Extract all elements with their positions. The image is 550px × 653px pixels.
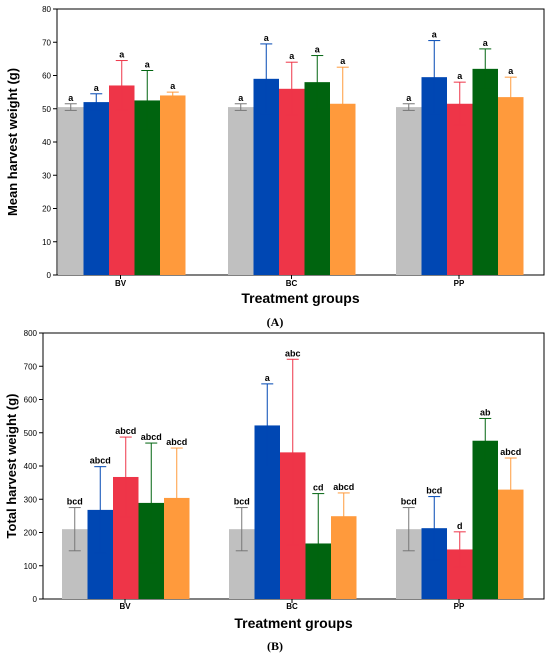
y-tick-label: 100 [24,562,38,571]
y-tick-label: 70 [42,38,51,47]
y-tick-label: 10 [42,238,51,247]
significance-label: a [483,38,489,48]
bar [109,85,135,275]
x-axis-title: Treatment groups [234,615,352,631]
significance-label: a [170,81,176,91]
significance-label: a [508,66,514,76]
significance-label: a [119,50,125,60]
significance-label: abcd [141,432,162,442]
significance-label: ab [480,407,491,417]
bar [396,107,422,276]
bar [472,440,498,599]
bar [160,95,186,275]
significance-label: a [432,30,438,40]
significance-label: a [289,51,295,61]
y-tick-label: 600 [24,396,38,405]
significance-label: abc [285,348,301,358]
significance-label: a [457,71,463,81]
y-tick-label: 700 [24,362,38,371]
significance-label: abcd [166,437,187,447]
significance-label: abcd [500,447,521,457]
significance-label: a [238,93,244,103]
y-axis-title: Total harvest weight (g) [4,394,19,539]
y-tick-label: 300 [24,495,38,504]
significance-label: a [340,56,346,66]
panel-label: (B) [267,639,283,653]
significance-label: d [457,521,463,531]
y-tick-label: 40 [42,138,51,147]
significance-label: a [315,45,321,55]
significance-label: bcd [67,497,83,507]
significance-label: a [406,93,412,103]
y-tick-label: 0 [33,595,38,604]
y-tick-label: 60 [42,72,51,81]
y-tick-label: 0 [47,271,52,280]
significance-label: a [265,373,271,383]
significance-label: bcd [426,486,442,496]
y-tick-label: 500 [24,429,38,438]
bar [304,82,330,276]
significance-label: a [68,93,74,103]
x-tick-label: BC [286,602,298,611]
bar [279,88,305,275]
significance-label: abcd [333,482,354,492]
significance-label: bcd [401,497,417,507]
y-tick-label: 400 [24,462,38,471]
y-tick-label: 800 [24,329,38,338]
x-tick-label: BC [286,279,298,288]
x-axis-title: Treatment groups [241,290,359,306]
y-tick-label: 20 [42,205,51,214]
significance-label: a [145,60,151,70]
bar [228,107,254,276]
panel-label: (A) [267,315,284,329]
y-axis-title: Mean harvest weight (g) [5,68,20,216]
significance-label: abcd [90,456,111,466]
bar [498,97,524,275]
x-tick-label: BV [115,279,127,288]
bar [58,107,84,276]
y-tick-label: 50 [42,105,51,114]
bar [472,68,498,275]
significance-label: bcd [234,497,250,507]
y-tick-label: 200 [24,529,38,538]
x-tick-label: PP [454,279,465,288]
x-tick-label: BV [119,602,131,611]
y-tick-label: 30 [42,171,51,180]
chart-panel-b: 0100200300400500600700800bcdabcdabcdabcd… [4,329,545,653]
bar [447,103,473,275]
bar [83,102,109,275]
x-tick-label: PP [454,602,465,611]
significance-label: a [94,83,100,93]
significance-label: cd [313,483,324,493]
significance-label: abcd [115,426,136,436]
y-tick-label: 80 [42,5,51,14]
chart-panel-a: 0 10 20 30 40 50 60 70 80 a a a a a BV a a a a a BC a a a a a PP Tr… [5,5,545,329]
significance-label: a [264,33,270,43]
